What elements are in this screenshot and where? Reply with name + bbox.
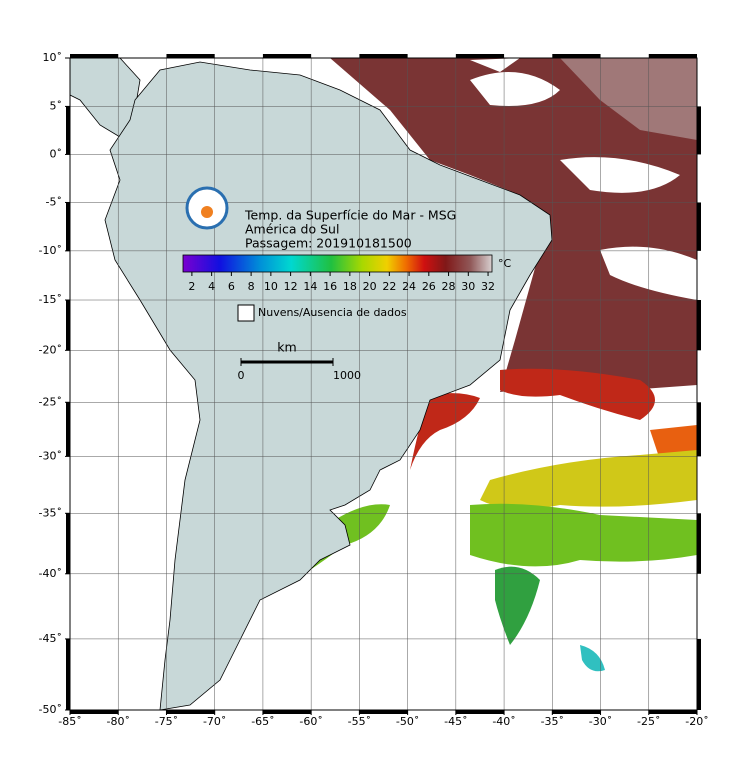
- lat-tick-label: -40˚: [39, 567, 62, 580]
- frame-border: [66, 54, 701, 714]
- frame-segment: [70, 54, 119, 58]
- pass: Passagem: 201910181500: [245, 236, 412, 251]
- lon-tick-label: -35˚: [541, 715, 564, 728]
- lat-tick-label: -30˚: [39, 449, 62, 462]
- frame-segment: [66, 638, 70, 710]
- lat-tick-label: -10˚: [39, 244, 62, 257]
- lat-tick-label: -50˚: [39, 703, 62, 716]
- lat-tick-label: 0˚: [50, 147, 63, 160]
- lon-tick-label: -55˚: [348, 715, 371, 728]
- lon-tick-label: -70˚: [203, 715, 226, 728]
- colorbar-tick-label: 8: [248, 280, 255, 293]
- lat-tick-label: -5˚: [46, 195, 62, 208]
- lon-tick-label: -85˚: [58, 715, 81, 728]
- sst-warm-light: [560, 58, 697, 140]
- legend-label: Nuvens/Ausencia de dados: [258, 306, 407, 319]
- colorbar-tick-label: 30: [461, 280, 475, 293]
- lat-tick-label: -25˚: [39, 395, 62, 408]
- legend-swatch: [237, 304, 255, 322]
- frame-segment: [648, 710, 697, 714]
- colorbar-tick-label: 24: [402, 280, 416, 293]
- lon-tick-label: -30˚: [589, 715, 612, 728]
- map-area: [70, 58, 697, 710]
- scale-tick-label: 0: [238, 369, 245, 382]
- colorbar-tick-label: 22: [382, 280, 396, 293]
- frame-segment: [697, 513, 701, 574]
- frame-segment: [552, 54, 601, 58]
- colorbar-tick-label: 32: [481, 280, 495, 293]
- frame-segment: [455, 54, 505, 58]
- lat-tick-label: -20˚: [39, 343, 62, 356]
- colorbar-tick-label: 14: [303, 280, 317, 293]
- colorbar: [182, 254, 493, 273]
- frame-segment: [166, 54, 215, 58]
- scale-tick-label: 1000: [333, 369, 361, 382]
- lat-tick-label: 10˚: [43, 51, 63, 64]
- colorbar-tick-label: 2: [188, 280, 195, 293]
- frame-segment: [262, 54, 312, 58]
- frame-segment: [66, 513, 70, 574]
- frame-segment: [66, 106, 70, 155]
- frame-segment: [66, 300, 70, 351]
- colorbar-tick-label: 4: [208, 280, 215, 293]
- lat-tick-label: -15˚: [39, 293, 62, 306]
- colorbar-unit: °C: [498, 257, 512, 270]
- lat-tick-label: -35˚: [39, 506, 62, 519]
- logo-dot: [201, 206, 213, 218]
- frame-segment: [697, 202, 701, 251]
- frame-segment: [697, 106, 701, 155]
- frame-segment: [552, 710, 601, 714]
- sst-yellow: [480, 450, 697, 509]
- lon-tick-label: -40˚: [492, 715, 515, 728]
- frame-segment: [455, 710, 505, 714]
- frame-segment: [166, 710, 215, 714]
- frame-segment: [70, 710, 119, 714]
- frame-segment: [262, 710, 312, 714]
- sst-warm: [330, 58, 697, 392]
- colorbar-tick-label: 28: [442, 280, 456, 293]
- frame-segment: [697, 300, 701, 351]
- colorbar-tick-label: 26: [422, 280, 436, 293]
- sst-green-dark: [495, 566, 540, 645]
- cloud: [470, 58, 697, 300]
- lon-tick-label: -80˚: [106, 715, 129, 728]
- lon-tick-label: -60˚: [299, 715, 322, 728]
- lat-tick-label: 5˚: [50, 99, 63, 112]
- frame-segment: [648, 54, 697, 58]
- frame-segment: [697, 638, 701, 710]
- colorbar-tick-label: 10: [264, 280, 278, 293]
- colorbar-tick-label: 6: [228, 280, 235, 293]
- lon-tick-label: -50˚: [396, 715, 419, 728]
- lon-tick-label: -65˚: [251, 715, 274, 728]
- scale-unit: km: [277, 340, 296, 355]
- sst-red: [410, 368, 655, 470]
- sst-green: [310, 503, 697, 570]
- frame-segment: [359, 710, 408, 714]
- lon-tick-label: -75˚: [155, 715, 178, 728]
- colorbar-tick-label: 16: [323, 280, 337, 293]
- region: América do Sul: [245, 222, 339, 237]
- title: Temp. da Superfície do Mar - MSG: [244, 208, 456, 223]
- colorbar-tick-label: 18: [343, 280, 357, 293]
- frame-segment: [697, 402, 701, 457]
- frame-segment: [66, 402, 70, 457]
- grid: [70, 58, 697, 710]
- lon-tick-label: -45˚: [444, 715, 467, 728]
- frame-segment: [359, 54, 408, 58]
- lon-tick-label: -25˚: [637, 715, 660, 728]
- frame-segment: [66, 202, 70, 251]
- lon-tick-label: -20˚: [685, 715, 708, 728]
- sst-cyan: [580, 645, 605, 672]
- colorbar-tick-label: 12: [284, 280, 298, 293]
- colorbar-tick-label: 20: [363, 280, 377, 293]
- lat-tick-label: -45˚: [39, 632, 62, 645]
